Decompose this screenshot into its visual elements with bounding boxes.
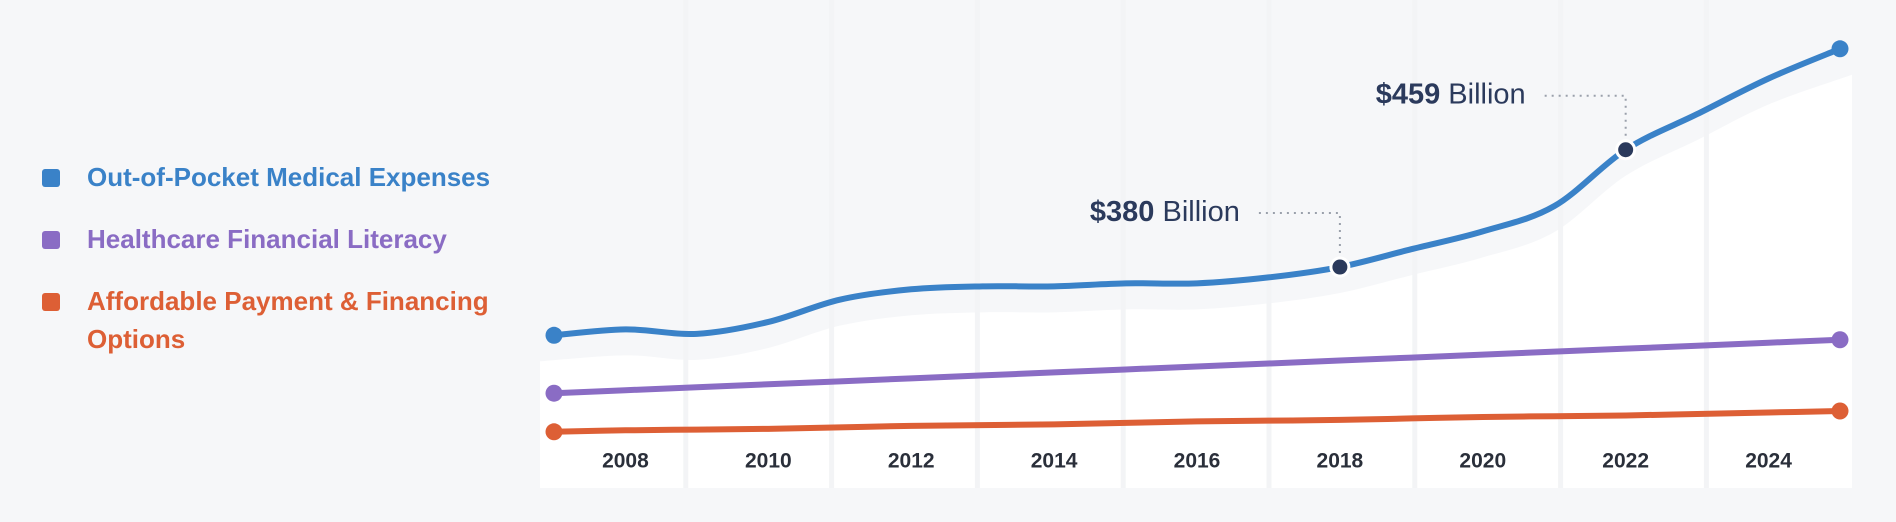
- annotation-dot: [1615, 139, 1637, 161]
- annotation-dot: [1329, 256, 1351, 278]
- x-tick-label: 2024: [1745, 450, 1792, 473]
- area-panel: [540, 74, 1852, 488]
- x-tick-label: 2020: [1459, 450, 1506, 473]
- legend-item: Affordable Payment & Financing Options: [42, 282, 512, 358]
- legend-label: Healthcare Financial Literacy: [87, 224, 447, 254]
- endpoint-dot: [1831, 402, 1849, 420]
- annotation-label: $459 Billion: [1376, 78, 1526, 110]
- series-line: [551, 336, 1843, 397]
- endpoint-dot: [545, 384, 563, 402]
- legend-swatch: [42, 231, 60, 249]
- legend-label: Out-of-Pocket Medical Expenses: [87, 162, 491, 192]
- legend-swatch: [42, 293, 60, 311]
- legend-swatch: [42, 169, 60, 187]
- endpoint-dot: [545, 326, 563, 344]
- x-tick-label: 2022: [1602, 450, 1649, 473]
- x-tick-label: 2018: [1317, 450, 1364, 473]
- annotation-unit: Billion: [1163, 196, 1240, 228]
- x-tick-label: 2008: [602, 450, 649, 473]
- x-tick-label: 2012: [888, 450, 935, 473]
- legend-item: Healthcare Financial Literacy: [42, 220, 512, 258]
- endpoint-dot: [545, 423, 563, 441]
- annotation-amount: $459: [1376, 78, 1441, 110]
- annotation-unit: Billion: [1448, 78, 1525, 110]
- series-line: [551, 408, 1843, 435]
- x-tick-label: 2016: [1174, 450, 1221, 473]
- x-tick-label: 2014: [1031, 450, 1078, 473]
- x-tick-label: 2010: [745, 450, 792, 473]
- annotation-amount: $380: [1090, 196, 1155, 228]
- legend-label: Affordable Payment & Financing Options: [87, 286, 489, 354]
- legend: Out-of-Pocket Medical Expenses Healthcare…: [42, 158, 512, 382]
- annotation-connector: [1543, 94, 1627, 150]
- endpoint-dot: [1831, 331, 1849, 349]
- annotation-label: $380 Billion: [1090, 196, 1240, 228]
- legend-item: Out-of-Pocket Medical Expenses: [42, 158, 512, 196]
- endpoint-dot: [1831, 40, 1849, 58]
